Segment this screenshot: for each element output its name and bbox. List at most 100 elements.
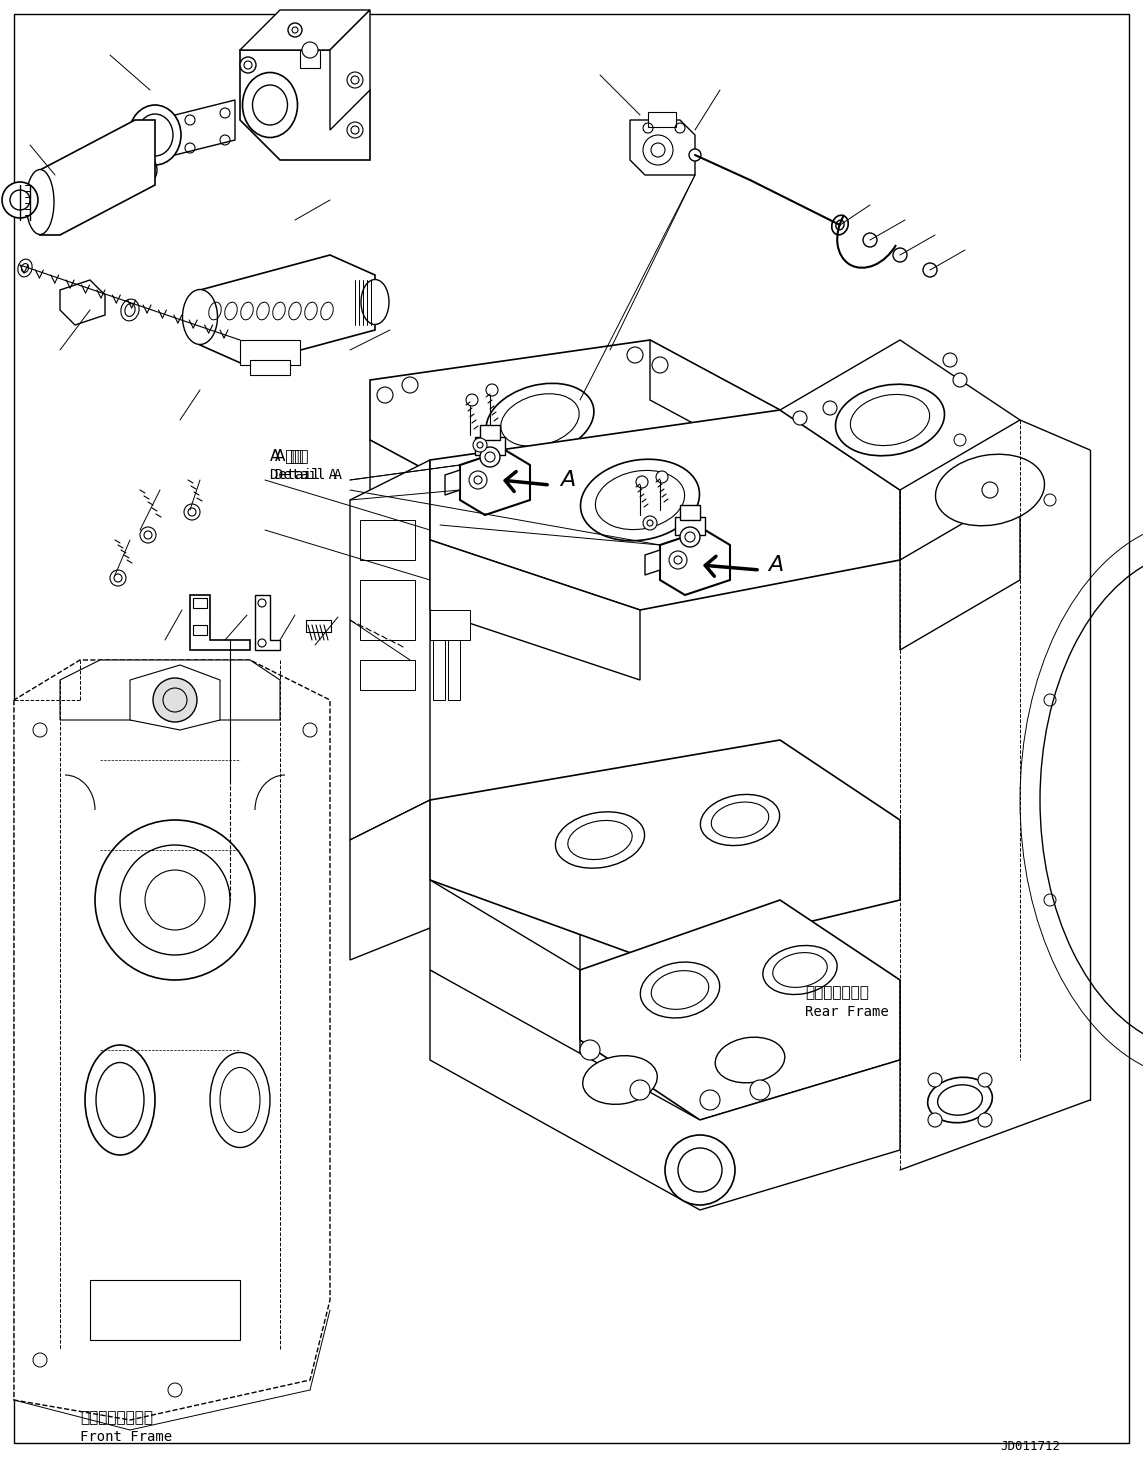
- Circle shape: [656, 471, 668, 484]
- Circle shape: [473, 439, 487, 452]
- Ellipse shape: [640, 962, 720, 1018]
- Ellipse shape: [832, 216, 848, 235]
- Ellipse shape: [210, 1052, 270, 1148]
- Circle shape: [689, 149, 701, 162]
- Polygon shape: [200, 255, 375, 366]
- Text: A 詳細: A 詳細: [275, 447, 309, 463]
- Polygon shape: [350, 460, 430, 841]
- Circle shape: [652, 357, 668, 373]
- Polygon shape: [630, 119, 695, 175]
- Text: JD011712: JD011712: [1000, 1440, 1060, 1453]
- Polygon shape: [240, 10, 370, 50]
- Text: A: A: [560, 471, 575, 490]
- Circle shape: [943, 353, 957, 367]
- Bar: [250, 360, 290, 374]
- Polygon shape: [430, 541, 640, 680]
- Bar: [360, 660, 415, 691]
- Polygon shape: [445, 471, 459, 495]
- Bar: [676, 517, 705, 535]
- Bar: [193, 597, 207, 608]
- Bar: [648, 112, 676, 127]
- Circle shape: [628, 347, 644, 363]
- Text: Front Frame: Front Frame: [80, 1429, 173, 1444]
- Circle shape: [95, 820, 255, 981]
- Circle shape: [928, 1113, 942, 1128]
- Circle shape: [700, 1090, 720, 1110]
- Polygon shape: [370, 339, 780, 510]
- Ellipse shape: [701, 794, 780, 845]
- Circle shape: [486, 385, 498, 396]
- Polygon shape: [350, 800, 580, 970]
- Circle shape: [402, 377, 418, 393]
- Circle shape: [978, 1113, 992, 1128]
- Ellipse shape: [581, 459, 700, 541]
- Bar: [306, 621, 331, 632]
- Polygon shape: [59, 660, 280, 720]
- Circle shape: [928, 1072, 942, 1087]
- Bar: [299, 50, 320, 68]
- Polygon shape: [780, 339, 1020, 490]
- Polygon shape: [650, 339, 780, 471]
- Polygon shape: [459, 450, 530, 514]
- Ellipse shape: [133, 156, 157, 184]
- Bar: [193, 625, 207, 635]
- Polygon shape: [14, 660, 330, 1421]
- Bar: [480, 425, 499, 440]
- Bar: [680, 506, 700, 520]
- Bar: [360, 520, 415, 559]
- Ellipse shape: [555, 812, 645, 868]
- Circle shape: [644, 516, 657, 530]
- Ellipse shape: [85, 1045, 155, 1155]
- Bar: [360, 580, 415, 640]
- Ellipse shape: [762, 946, 837, 995]
- Circle shape: [630, 1080, 650, 1100]
- Bar: [448, 640, 459, 699]
- Polygon shape: [255, 594, 280, 650]
- Bar: [90, 1281, 240, 1340]
- Circle shape: [644, 136, 673, 165]
- Circle shape: [953, 373, 967, 388]
- Ellipse shape: [361, 280, 389, 325]
- Circle shape: [793, 411, 807, 425]
- Polygon shape: [580, 900, 900, 1120]
- Polygon shape: [330, 10, 370, 130]
- Circle shape: [240, 57, 256, 73]
- Ellipse shape: [928, 1077, 992, 1123]
- Polygon shape: [430, 880, 580, 1061]
- Text: Detail A: Detail A: [270, 468, 337, 482]
- Bar: [433, 640, 445, 699]
- Circle shape: [184, 504, 200, 520]
- Polygon shape: [190, 594, 250, 650]
- Ellipse shape: [129, 105, 181, 165]
- Text: フロントフレーム: フロントフレーム: [80, 1410, 153, 1425]
- Circle shape: [636, 476, 648, 488]
- Polygon shape: [900, 490, 1020, 650]
- Text: A 詳細: A 詳細: [270, 447, 304, 463]
- Circle shape: [480, 447, 499, 468]
- Polygon shape: [430, 409, 900, 610]
- Ellipse shape: [242, 73, 297, 137]
- Ellipse shape: [935, 455, 1045, 526]
- Ellipse shape: [26, 169, 54, 235]
- Circle shape: [377, 388, 393, 404]
- Circle shape: [466, 393, 478, 407]
- Circle shape: [139, 527, 155, 543]
- Polygon shape: [430, 970, 900, 1209]
- Ellipse shape: [121, 299, 139, 321]
- Polygon shape: [660, 530, 730, 594]
- Polygon shape: [645, 549, 660, 576]
- Polygon shape: [370, 440, 499, 570]
- Ellipse shape: [836, 385, 944, 456]
- Ellipse shape: [18, 259, 32, 277]
- Circle shape: [288, 23, 302, 36]
- Circle shape: [2, 182, 38, 219]
- Ellipse shape: [486, 383, 594, 456]
- Circle shape: [665, 1135, 735, 1205]
- Circle shape: [153, 678, 197, 723]
- Polygon shape: [430, 740, 900, 960]
- Text: Detail A: Detail A: [275, 468, 342, 482]
- Text: Rear Frame: Rear Frame: [805, 1005, 889, 1018]
- Circle shape: [110, 570, 126, 586]
- Circle shape: [978, 1072, 992, 1087]
- Polygon shape: [130, 664, 219, 730]
